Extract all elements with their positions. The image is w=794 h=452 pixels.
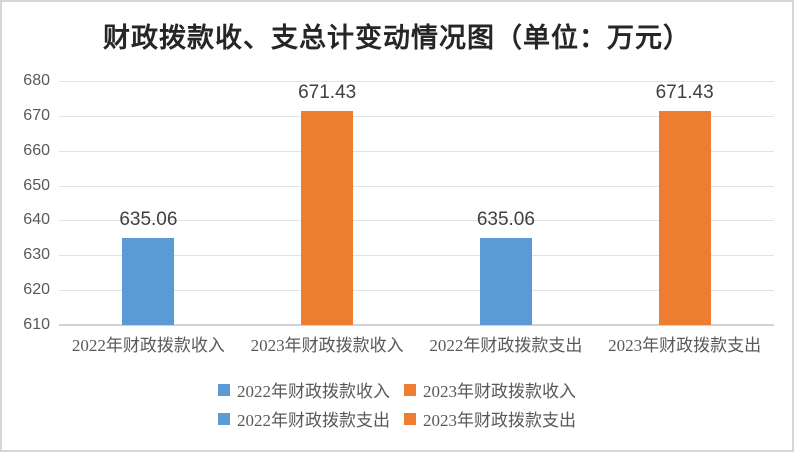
legend-label: 2023年财政拨款收入 <box>423 382 576 401</box>
gridline <box>59 150 774 152</box>
x-axis-category-label: 2023年财政拨款支出 <box>608 336 762 355</box>
y-axis-tick-label: 670 <box>23 106 50 124</box>
x-axis-category-label: 2022年财政拨款支出 <box>429 336 583 355</box>
gridline <box>59 255 774 257</box>
data-label: 635.06 <box>119 208 178 230</box>
data-label: 671.43 <box>655 81 714 103</box>
bar <box>658 110 711 325</box>
y-axis-tick-label: 640 <box>23 211 50 229</box>
x-axis-category-label: 2023年财政拨款收入 <box>250 336 404 355</box>
legend-item: 2022年财政拨款收入 <box>218 377 390 402</box>
legend-label: 2022年财政拨款支出 <box>237 411 390 430</box>
legend-item: 2023年财政拨款收入 <box>404 377 576 402</box>
chart-title: 财政拨款收、支总计变动情况图（单位：万元） <box>103 23 691 53</box>
y-axis-tick-label: 620 <box>23 281 50 299</box>
legend-swatch <box>404 383 416 396</box>
bar <box>122 237 175 325</box>
bar <box>479 237 532 325</box>
gridline <box>59 81 774 82</box>
x-axis-category-label: 2022年财政拨款收入 <box>71 336 225 355</box>
y-axis-tick-label: 660 <box>23 141 50 159</box>
gridline <box>59 220 774 222</box>
gridline <box>59 115 774 117</box>
data-label: 635.06 <box>476 208 535 230</box>
legend-swatch <box>218 412 230 425</box>
x-axis-line <box>59 324 774 326</box>
bar <box>301 110 354 325</box>
y-axis-tick-label: 680 <box>23 72 50 89</box>
legend-row: 2022年财政拨款收入 2023年财政拨款收入 <box>218 375 576 404</box>
data-label: 671.43 <box>298 81 357 103</box>
legend-row: 2022年财政拨款支出 2023年财政拨款支出 <box>218 404 576 433</box>
legend-label: 2022年财政拨款收入 <box>237 382 390 401</box>
legend-item: 2023年财政拨款支出 <box>404 406 576 431</box>
chart-legend: 2022年财政拨款收入 2023年财政拨款收入 2022年财政拨款支出 2023年财政… <box>2 375 792 433</box>
legend-item: 2022年财政拨款支出 <box>218 406 390 431</box>
y-axis-tick-label: 630 <box>23 246 50 264</box>
gridline <box>59 185 774 187</box>
legend-label: 2023年财政拨款支出 <box>423 411 576 430</box>
y-axis-tick-label: 650 <box>23 176 50 194</box>
y-axis-tick-label: 610 <box>23 316 50 333</box>
legend-swatch <box>218 383 230 396</box>
legend-swatch <box>404 412 416 425</box>
gridline <box>59 290 774 292</box>
